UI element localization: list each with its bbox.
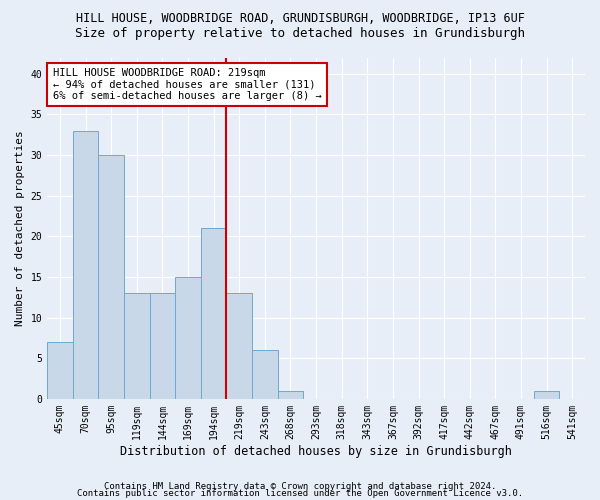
Bar xyxy=(278,390,303,399)
Bar xyxy=(98,155,124,399)
Text: Contains HM Land Registry data © Crown copyright and database right 2024.: Contains HM Land Registry data © Crown c… xyxy=(104,482,496,491)
Text: HILL HOUSE WOODBRIDGE ROAD: 219sqm
← 94% of detached houses are smaller (131)
6%: HILL HOUSE WOODBRIDGE ROAD: 219sqm ← 94%… xyxy=(53,68,321,101)
Bar xyxy=(534,390,559,399)
Bar xyxy=(226,293,252,399)
X-axis label: Distribution of detached houses by size in Grundisburgh: Distribution of detached houses by size … xyxy=(120,444,512,458)
Bar xyxy=(124,293,149,399)
Y-axis label: Number of detached properties: Number of detached properties xyxy=(15,130,25,326)
Text: Size of property relative to detached houses in Grundisburgh: Size of property relative to detached ho… xyxy=(75,28,525,40)
Bar xyxy=(175,277,201,399)
Bar xyxy=(201,228,226,399)
Bar xyxy=(252,350,278,399)
Text: HILL HOUSE, WOODBRIDGE ROAD, GRUNDISBURGH, WOODBRIDGE, IP13 6UF: HILL HOUSE, WOODBRIDGE ROAD, GRUNDISBURG… xyxy=(76,12,524,26)
Text: Contains public sector information licensed under the Open Government Licence v3: Contains public sector information licen… xyxy=(77,490,523,498)
Bar xyxy=(149,293,175,399)
Bar xyxy=(73,130,98,399)
Bar xyxy=(47,342,73,399)
